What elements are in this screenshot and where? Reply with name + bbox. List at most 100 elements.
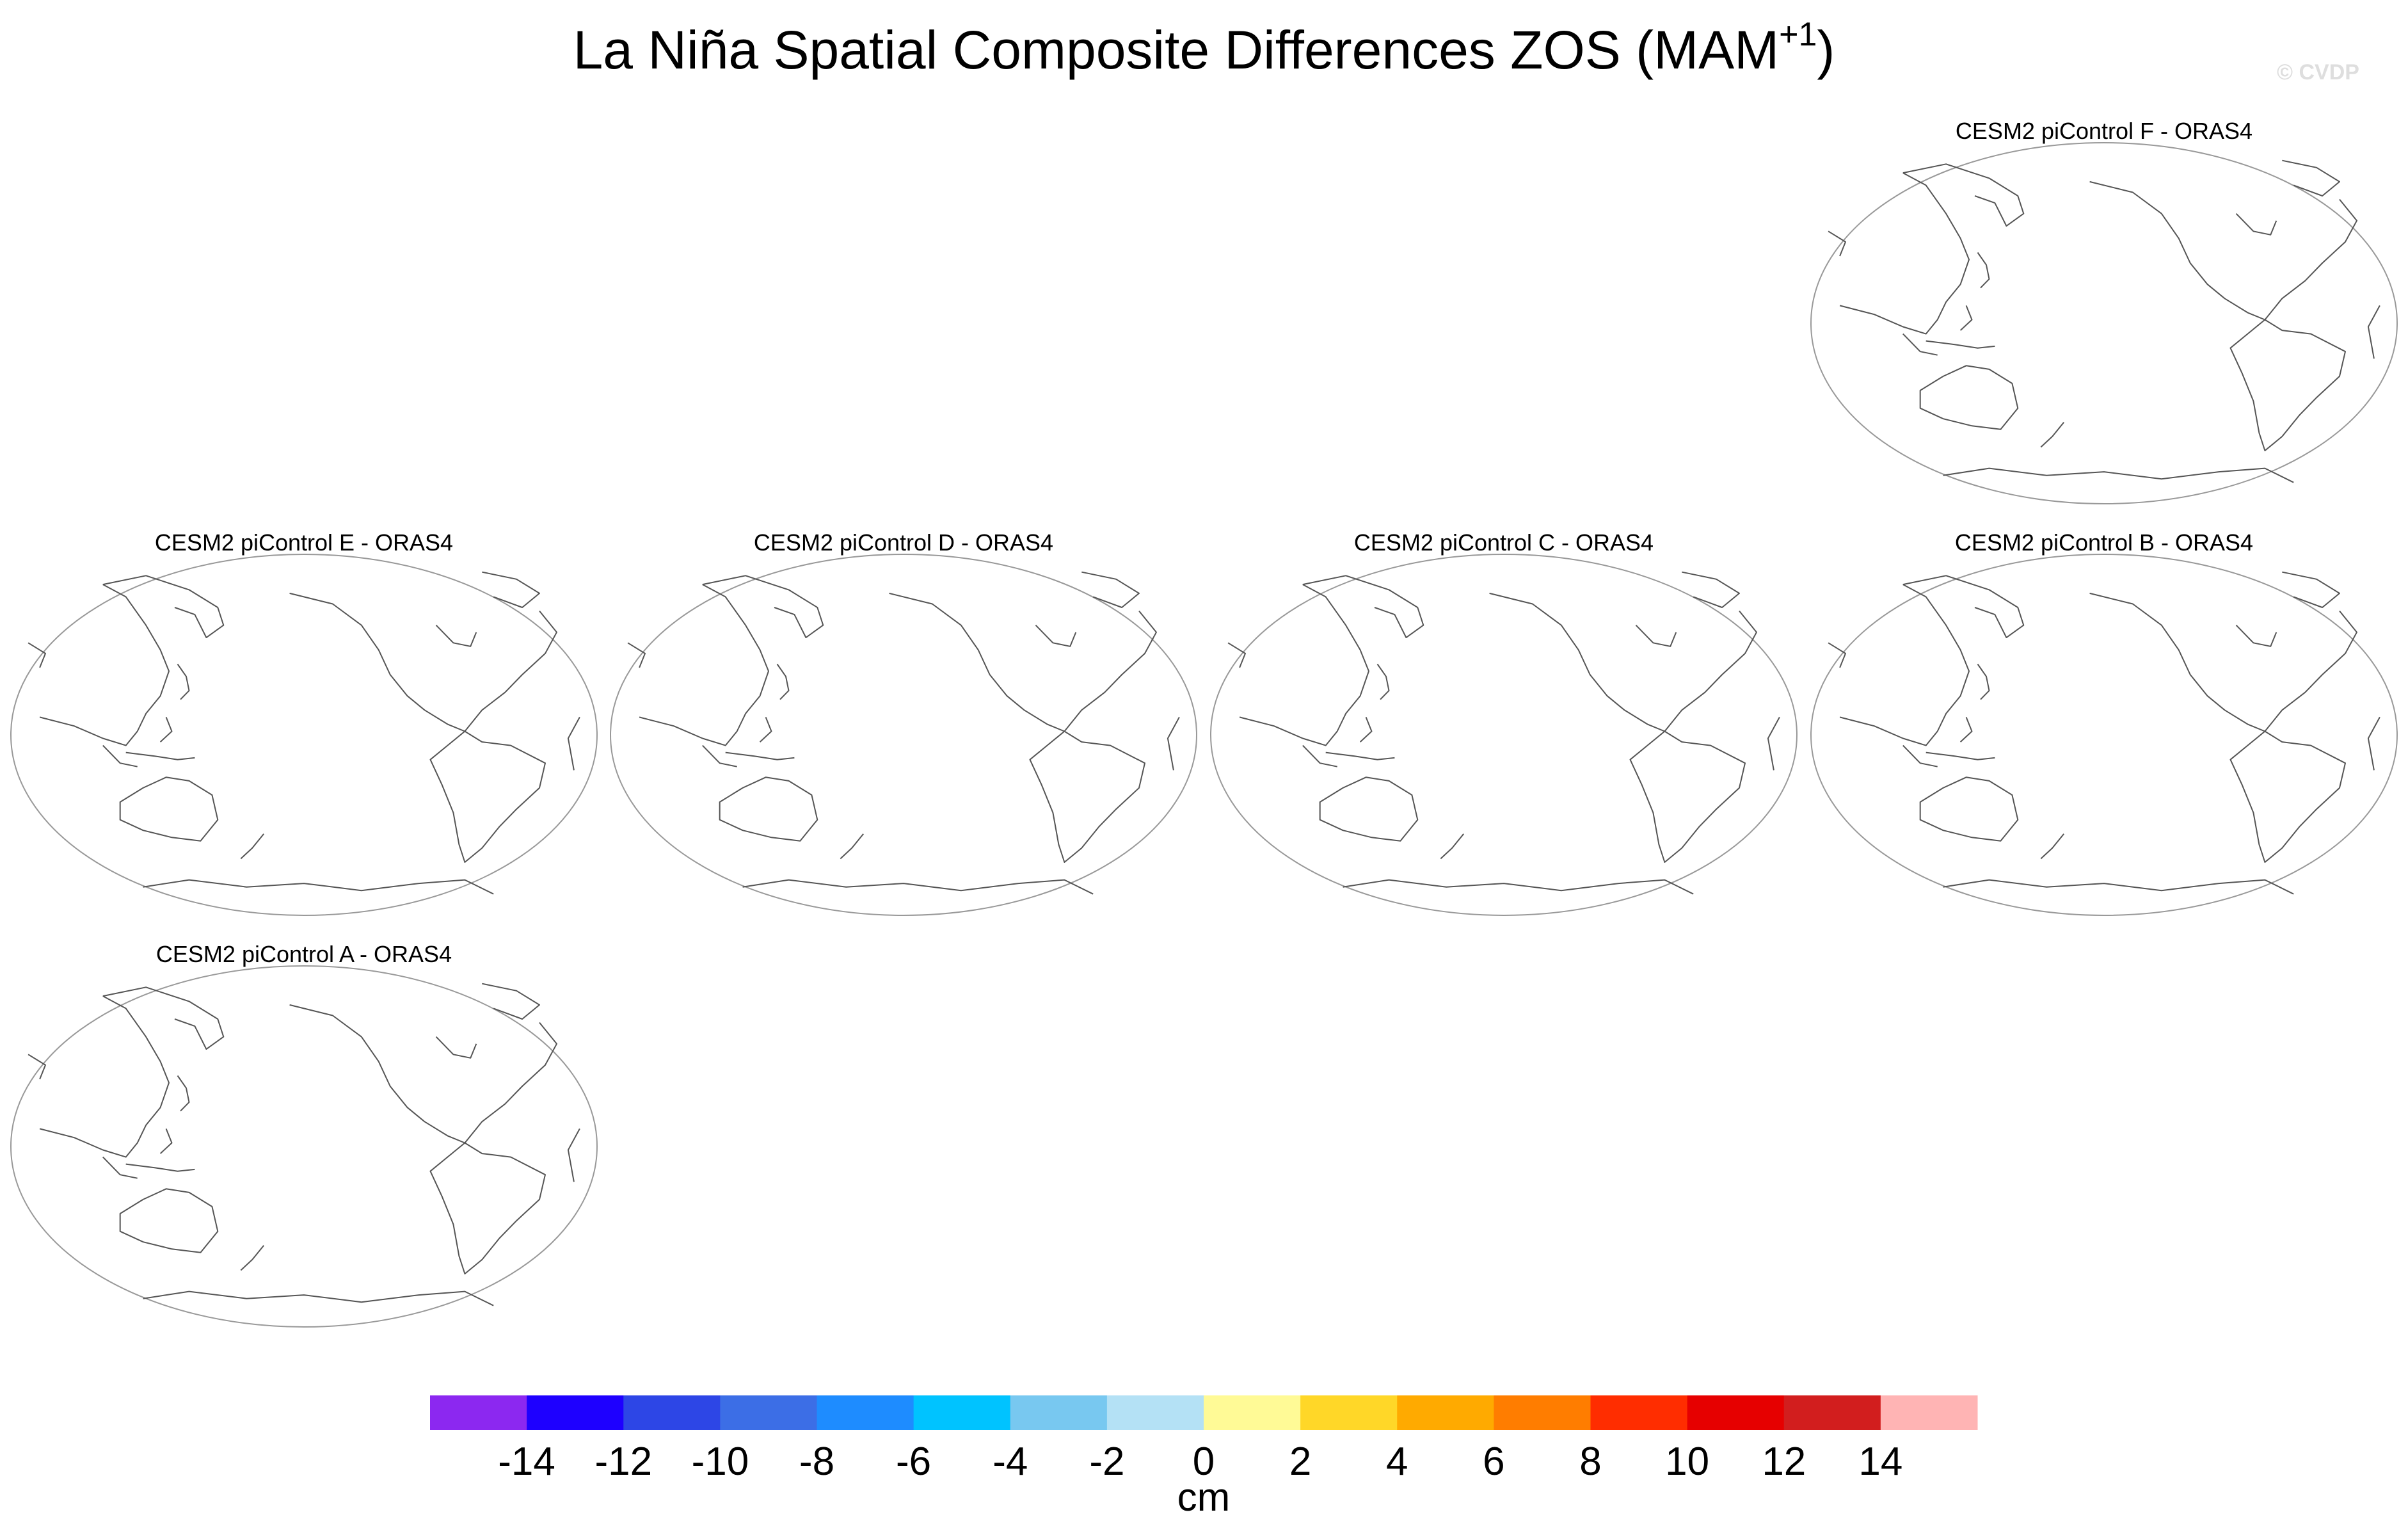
coastline [1902, 333, 1938, 356]
colorbar-swatch [1106, 1395, 1204, 1430]
coastline [28, 1054, 46, 1080]
colorbar-swatch [527, 1395, 624, 1430]
coastline [240, 1245, 264, 1271]
world-map [610, 554, 1197, 916]
coastline [702, 575, 824, 638]
coastline [482, 983, 540, 1020]
coastline [429, 1142, 546, 1274]
coastline [1977, 663, 1990, 700]
colorbar-swatch [720, 1395, 818, 1430]
world-map [1210, 554, 1798, 916]
coastline [1926, 751, 1995, 760]
coastline [177, 1075, 190, 1112]
coastline [464, 1022, 557, 1144]
coastline [725, 751, 795, 760]
coastline [39, 995, 170, 1158]
coastline [102, 986, 225, 1050]
coastline [2264, 198, 2357, 321]
colorbar-tick-label: -10 [692, 1440, 749, 1484]
coastline [28, 642, 46, 668]
coastline [39, 584, 170, 746]
coastline [1919, 365, 2019, 430]
colorbar-swatch [1204, 1395, 1301, 1430]
coastline [1064, 610, 1157, 732]
coastline [435, 1036, 477, 1059]
coastline [119, 1188, 219, 1253]
map-panel-a: CESM2 piControl A - ORAS4 [10, 940, 598, 1350]
coastline [1943, 467, 2294, 483]
coastline [1489, 592, 1665, 732]
coastline [240, 833, 264, 860]
coastline [702, 744, 737, 767]
coastline [1440, 833, 1464, 860]
coastline [1828, 230, 1846, 257]
colorbar-tick-label: 6 [1483, 1440, 1504, 1484]
coastline [776, 663, 790, 700]
map-outline [10, 965, 598, 1328]
coastline [102, 575, 225, 638]
colorbar-tick-label: 0 [1193, 1440, 1215, 1484]
coastline [759, 717, 772, 743]
coastline [1959, 717, 1973, 743]
colorbar-tick-label: 10 [1665, 1440, 1709, 1484]
map-outline [10, 554, 598, 916]
coastline [567, 1128, 580, 1182]
coastline [2229, 319, 2346, 451]
colorbar-swatch [817, 1395, 914, 1430]
copyright-mark: © CVDP [2277, 60, 2359, 84]
coastline [1319, 776, 1419, 842]
coastline [177, 663, 190, 700]
coastline [2367, 305, 2380, 359]
coastline [289, 592, 465, 732]
map-panel-b: CESM2 piControl B - ORAS4 [1810, 529, 2398, 938]
world-map [1810, 142, 2398, 504]
map-outline [1810, 554, 2398, 916]
colorbar-swatch [1397, 1395, 1494, 1430]
coastline [1029, 730, 1145, 863]
title-main: La Niña Spatial Composite Differences ZO… [573, 20, 1780, 80]
coastline [1227, 642, 1246, 668]
map-panel-c: CESM2 piControl C - ORAS4 [1209, 529, 1798, 938]
coastline [2282, 571, 2340, 608]
coastline [2264, 610, 2357, 732]
coastline [2282, 159, 2340, 197]
coastline [1902, 163, 2025, 227]
panel-title: CESM2 piControl E - ORAS4 [154, 529, 454, 556]
colorbar-tick-label: -4 [993, 1440, 1028, 1484]
panel-title: CESM2 piControl C - ORAS4 [1353, 529, 1654, 556]
panel-title: CESM2 piControl D - ORAS4 [753, 529, 1054, 556]
coastline [1767, 716, 1780, 771]
colorbar-tick-label: 4 [1386, 1440, 1408, 1484]
coastline [102, 744, 138, 767]
coastline [159, 1128, 173, 1154]
coastline [2235, 625, 2277, 647]
coastline [159, 717, 173, 743]
colorbar-units: cm [1177, 1475, 1231, 1520]
map-panel-f: CESM2 piControl F - ORAS4 [1810, 117, 2398, 527]
world-map [1810, 554, 2398, 916]
coastline [1902, 575, 2025, 638]
panel-title: CESM2 piControl B - ORAS4 [1954, 529, 2254, 556]
coastline [627, 642, 646, 668]
figure-title: La Niña Spatial Composite Differences ZO… [0, 16, 2408, 90]
coastline [143, 1290, 494, 1306]
coastline [840, 833, 864, 860]
coastline [639, 584, 769, 746]
coastline [1343, 879, 1694, 895]
coastline [125, 751, 195, 760]
coastline [889, 592, 1065, 732]
map-panel-e: CESM2 piControl E - ORAS4 [10, 529, 598, 938]
world-map [10, 554, 598, 916]
coastline [143, 879, 494, 895]
colorbar-swatch [913, 1395, 1011, 1430]
colorbar-tick-label: -2 [1089, 1440, 1124, 1484]
coastline [1919, 776, 2019, 842]
coastline [1629, 730, 1746, 863]
colorbar-tick-label: 8 [1579, 1440, 1601, 1484]
coastline [2367, 716, 2380, 771]
colorbar-tick-label: 2 [1289, 1440, 1311, 1484]
coastline [2229, 730, 2346, 863]
coastline [1035, 625, 1077, 647]
colorbar-tick-label: -14 [498, 1440, 555, 1484]
colorbar-swatch [1494, 1395, 1591, 1430]
